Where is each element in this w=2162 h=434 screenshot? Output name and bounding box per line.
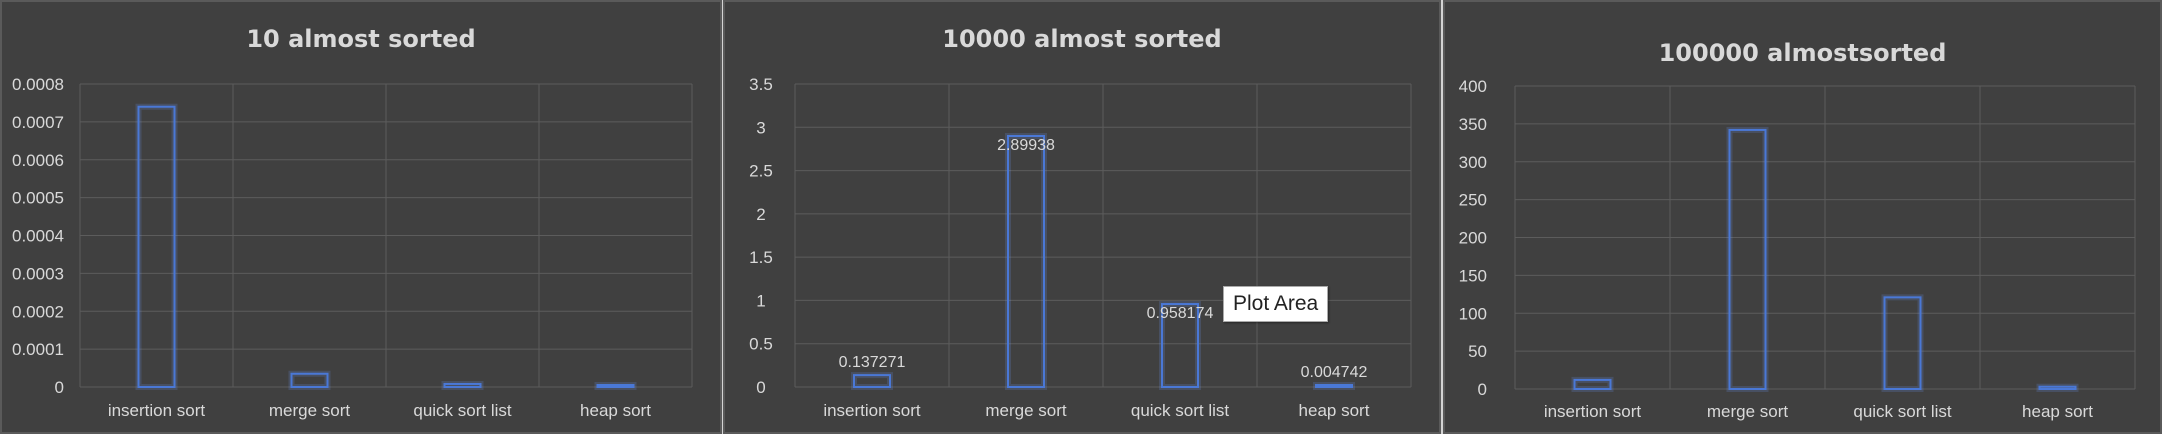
y-tick-label: 0.0008 bbox=[12, 75, 64, 94]
chart-panel-10000[interactable]: 10000 almost sorted 0 0.5 1 1.5 2 2.5 3 3.5 inser… bbox=[723, 0, 1441, 434]
y-tick-label: 2 bbox=[756, 205, 765, 224]
chart-100000-almostsorted[interactable]: 100000 almostsorted 0 50 100 150 200 250 300 350… bbox=[1445, 2, 2160, 432]
bar-merge-sort[interactable] bbox=[1007, 134, 1045, 388]
bar-heap-sort[interactable] bbox=[1315, 384, 1353, 388]
y-tick-label: 0.0007 bbox=[12, 113, 64, 132]
x-category-label: merge sort bbox=[1707, 402, 1789, 421]
bar-merge-sort[interactable] bbox=[1728, 128, 1767, 390]
y-tick-label: 3.5 bbox=[749, 75, 773, 94]
bar-glow bbox=[1005, 132, 1047, 390]
y-tick-label: 1.5 bbox=[749, 248, 773, 267]
y-tick-label: 0.0001 bbox=[12, 340, 64, 359]
bar-glow bbox=[288, 370, 331, 390]
chart-10-almost-sorted[interactable]: 10 almost sorted 0 0.0001 0.0002 0.0003 0.000… bbox=[2, 2, 720, 432]
y-tick-label: 1 bbox=[756, 291, 765, 310]
bar-glow bbox=[1726, 126, 1769, 392]
y-tick-label: 150 bbox=[1459, 266, 1487, 285]
data-label: 0.958174 bbox=[1147, 305, 1214, 322]
x-category-label: heap sort bbox=[1299, 401, 1370, 420]
chart-title: 10 almost sorted bbox=[246, 25, 475, 53]
chart-10000-almost-sorted[interactable]: 10000 almost sorted 0 0.5 1 1.5 2 2.5 3 3.5 inser… bbox=[725, 2, 1439, 432]
y-tick-label: 200 bbox=[1459, 229, 1487, 248]
chart-panel-100000[interactable]: 100000 almostsorted 0 50 100 150 200 250 300 350… bbox=[1443, 0, 2162, 434]
y-tick-label: 0 bbox=[756, 378, 765, 397]
x-category-label: merge sort bbox=[269, 401, 351, 420]
y-tick-label: 50 bbox=[1468, 342, 1487, 361]
bar-glow bbox=[1881, 294, 1924, 392]
x-category-label: merge sort bbox=[985, 401, 1067, 420]
y-tick-label: 250 bbox=[1459, 191, 1487, 210]
y-tick-label: 0.5 bbox=[749, 335, 773, 354]
x-category-label: quick sort list bbox=[413, 401, 512, 420]
chart-panel-10[interactable]: 10 almost sorted 0 0.0001 0.0002 0.0003 0.000… bbox=[0, 0, 722, 434]
bar-insertion-sort[interactable] bbox=[1573, 378, 1612, 391]
x-category-label: insertion sort bbox=[108, 401, 206, 420]
y-tick-label: 0.0002 bbox=[12, 302, 64, 321]
bar-insertion-sort[interactable] bbox=[137, 105, 176, 388]
x-category-label: heap sort bbox=[580, 401, 651, 420]
plot-area-tooltip: Plot Area bbox=[1223, 286, 1329, 322]
y-tick-label: 0.0005 bbox=[12, 189, 64, 208]
y-tick-label: 350 bbox=[1459, 115, 1487, 134]
chart-title: 100000 almostsorted bbox=[1659, 39, 1947, 67]
bar-heap-sort[interactable] bbox=[596, 384, 635, 388]
x-category-label: insertion sort bbox=[823, 401, 921, 420]
bar-heap-sort[interactable] bbox=[2038, 385, 2077, 391]
y-tick-label: 0 bbox=[55, 378, 64, 397]
y-tick-label: 0.0003 bbox=[12, 264, 64, 283]
y-tick-label: 0 bbox=[1478, 380, 1487, 399]
bar-merge-sort[interactable] bbox=[290, 372, 329, 388]
x-category-label: heap sort bbox=[2022, 402, 2093, 421]
x-category-label: insertion sort bbox=[1544, 402, 1642, 421]
data-label: 2.89938 bbox=[997, 137, 1055, 154]
y-tick-label: 0.0004 bbox=[12, 227, 64, 246]
bar-quick-sort-list[interactable] bbox=[1161, 303, 1199, 388]
y-tick-label: 2.5 bbox=[749, 162, 773, 181]
y-tick-label: 400 bbox=[1459, 77, 1487, 96]
bar-quick-sort-list[interactable] bbox=[1883, 296, 1922, 390]
y-tick-label: 100 bbox=[1459, 304, 1487, 323]
x-category-label: quick sort list bbox=[1131, 401, 1230, 420]
x-category-label: quick sort list bbox=[1853, 402, 1952, 421]
bar-glow bbox=[135, 103, 178, 390]
data-label: 0.004742 bbox=[1301, 364, 1368, 381]
y-tick-label: 0.0006 bbox=[12, 151, 64, 170]
data-label: 0.137271 bbox=[839, 354, 906, 371]
bar-glow bbox=[851, 372, 893, 390]
bar-insertion-sort[interactable] bbox=[853, 374, 891, 388]
y-tick-label: 3 bbox=[756, 118, 765, 137]
chart-title: 10000 almost sorted bbox=[942, 25, 1221, 53]
y-tick-label: 300 bbox=[1459, 153, 1487, 172]
bar-glow bbox=[1571, 376, 1614, 393]
bar-quick-sort-list[interactable] bbox=[443, 382, 482, 389]
